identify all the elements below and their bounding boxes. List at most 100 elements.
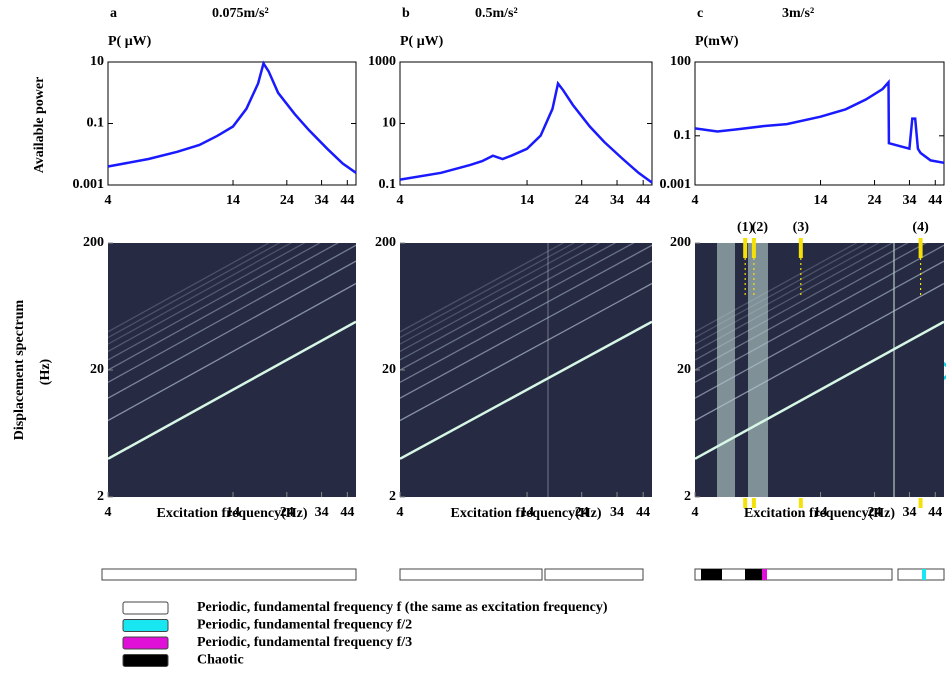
x-tick-label: 14	[814, 505, 828, 520]
legend-swatch	[122, 601, 169, 615]
x-tick-label: 14	[226, 505, 240, 520]
x-tick-label: 44	[636, 505, 650, 520]
y-tick-label: 20	[90, 362, 104, 377]
y-tick-label: 0.1	[379, 177, 397, 192]
x-tick-label: 4	[692, 193, 699, 208]
y-tick-label: 100	[670, 54, 691, 69]
x-tick-label: 14	[814, 193, 828, 208]
y-tick-label: 10	[382, 116, 396, 131]
x-tick-label: 24	[575, 193, 589, 208]
spectrogram-bg	[108, 243, 356, 497]
harmonic-line	[400, 244, 652, 383]
harmonic-line	[695, 243, 909, 361]
y-tick-label: 2	[389, 489, 396, 504]
y-tick-label: 10	[90, 54, 104, 69]
x-tick-label: 34	[902, 505, 916, 520]
panel-letter: c	[697, 6, 703, 21]
regime-f3	[762, 569, 767, 580]
x-tick-label: 34	[610, 193, 624, 208]
legend-swatch	[122, 619, 169, 632]
y-tick-label: 20	[382, 362, 396, 377]
x-tick-label: 14	[520, 193, 534, 208]
marker-label: (2)	[752, 220, 769, 235]
y-tick-label: 20	[677, 362, 691, 377]
x-tick-label: 24	[868, 193, 882, 208]
y-axis-label: (Hz)	[38, 358, 53, 385]
harmonic-line	[108, 244, 356, 383]
y-tick-label: 2	[97, 489, 104, 504]
legend-swatch	[122, 654, 169, 667]
harmonics	[400, 243, 652, 497]
power-line	[694, 79, 945, 165]
x-tick-label: 44	[340, 505, 354, 520]
panel-title: 3m/s²	[782, 6, 814, 21]
marker-label: (3)	[793, 220, 810, 235]
harmonic-line	[400, 243, 617, 361]
harmonic-line	[108, 282, 356, 422]
power-line	[107, 60, 357, 174]
x-tick-label: 4	[397, 193, 404, 208]
regime-chaotic	[745, 569, 762, 580]
y-tick-label: 0.001	[73, 177, 105, 192]
regime-bar	[544, 568, 644, 581]
x-tick-label: 14	[520, 505, 534, 520]
harmonics	[108, 243, 356, 460]
chaotic-band	[717, 243, 735, 497]
harmonic-line	[400, 320, 652, 460]
harmonic-line	[108, 243, 321, 361]
y-tick-label: 0.1	[674, 128, 692, 143]
regime-f2	[922, 569, 926, 580]
y-axis-label: Available power	[32, 77, 47, 174]
plot-frame	[399, 61, 653, 186]
x-tick-label: 44	[636, 193, 650, 208]
y-unit: P( μW)	[108, 34, 152, 49]
y-tick-label: 0.001	[660, 177, 692, 192]
harmonic-line	[695, 243, 894, 353]
harmonic-line	[400, 243, 565, 333]
x-tick-label: 4	[105, 193, 112, 208]
y-unit: P(mW)	[695, 34, 739, 49]
harmonic-line	[400, 243, 588, 345]
x-tick-label: 44	[928, 193, 942, 208]
x-tick-label: 4	[692, 505, 699, 520]
legend-label: Periodic, fundamental frequency f (the s…	[197, 600, 608, 615]
x-tick-label: 14	[226, 193, 240, 208]
regime-bar	[399, 568, 543, 581]
harmonic-line	[108, 243, 270, 333]
harmonic-line	[695, 244, 944, 383]
x-tick-label: 34	[315, 505, 329, 520]
plot-frame	[694, 61, 945, 186]
y-tick-label: 200	[375, 235, 396, 250]
x-tick-label: 4	[105, 505, 112, 520]
harmonic-line	[695, 243, 858, 333]
x-tick-label: 34	[315, 193, 329, 208]
regime-bar	[101, 568, 357, 581]
harmonic-line	[695, 260, 944, 399]
y-tick-label: 200	[83, 235, 104, 250]
x-axis-label: Excitation frequency(Hz)	[451, 506, 602, 521]
harmonic-line	[400, 260, 652, 399]
spectrogram-bg	[695, 243, 944, 497]
legend-label: Chaotic	[197, 653, 244, 668]
x-tick-label: 4	[397, 505, 404, 520]
y-axis-label: Displacement spectrum	[12, 299, 27, 440]
y-tick-label: 2	[684, 489, 691, 504]
x-tick-label: 24	[868, 505, 882, 520]
legend-swatch	[122, 636, 169, 650]
spectrogram-bg	[400, 243, 652, 497]
panel-letter: a	[110, 6, 117, 21]
harmonic-line	[695, 282, 944, 422]
x-tick-label: 44	[340, 193, 354, 208]
y-tick-label: 1000	[368, 54, 396, 69]
panel-title: 0.075m/s²	[212, 6, 269, 21]
regime-bars	[101, 568, 945, 581]
plot-frame	[107, 61, 357, 186]
chaotic-band	[748, 243, 768, 497]
x-tick-label: 34	[902, 193, 916, 208]
harmonic-line	[695, 243, 928, 371]
harmonic-line	[695, 243, 869, 339]
regime-chaotic	[701, 569, 722, 580]
y-tick-label: 0.1	[87, 116, 105, 131]
x-tick-label: 24	[280, 505, 294, 520]
